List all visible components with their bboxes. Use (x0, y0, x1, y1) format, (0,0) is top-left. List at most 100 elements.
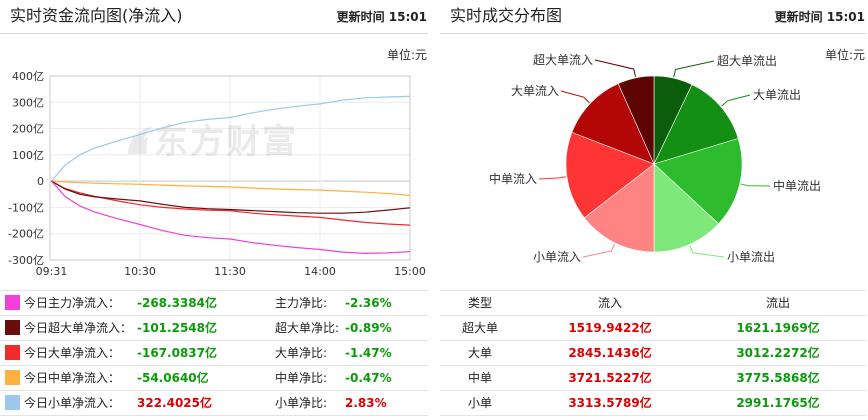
series-line-medium (51, 180, 411, 196)
trade-distribution-title: 实时成交分布图 (450, 6, 563, 25)
row-type: 超大单 (461, 321, 498, 335)
fund-flow-header: 实时资金流向图(净流入) 更新时间 15:01 (0, 0, 428, 34)
y-tick-label: 400亿 (12, 70, 44, 83)
pie-slice-large-outflow[interactable] (653, 84, 739, 165)
fund-flow-unit: 单位:元 (386, 48, 427, 62)
y-tick-label: 100亿 (12, 149, 44, 162)
table-row: 中单 3721.5227亿 3775.5868亿 (440, 366, 866, 391)
pie-slice-medium-outflow[interactable] (653, 138, 743, 225)
legend-swatch (5, 320, 20, 335)
pie-leader-line-super-large-outflow (673, 60, 715, 78)
row-type: 中单 (467, 371, 492, 385)
y-tick-label: -200亿 (8, 228, 44, 241)
pie-label-super-large-inflow: 超大单流入 (533, 52, 593, 67)
pie-slice-small-inflow[interactable] (583, 163, 655, 253)
x-tick-label: 14:00 (304, 265, 336, 278)
legend-label: 今日主力净流入： (24, 296, 121, 310)
net-inflow-value: -268.3384亿 (137, 296, 217, 310)
row-inflow: 3721.5227亿 (568, 371, 652, 385)
series-line-main (51, 180, 411, 254)
ratio-value: -1.47% (345, 346, 392, 360)
pie-slice-super-large-inflow[interactable] (617, 75, 655, 165)
trade-distribution-update-time: 更新时间 15:01 (774, 10, 865, 24)
y-tick-label: -100亿 (8, 201, 44, 214)
fund-flow-line-chart[interactable]: 东方财富 400亿 300亿 200亿 100亿 0 -100亿 -200亿 -300亿09:… (0, 0, 428, 285)
legend-label: 今日大单净流入： (24, 346, 121, 360)
y-tick-label: 0 (37, 175, 44, 188)
pie-slice-large-inflow[interactable] (571, 83, 655, 165)
chart-series (51, 95, 411, 254)
column-header-inflow: 流入 (597, 296, 622, 310)
net-inflow-value: -101.2548亿 (137, 321, 217, 335)
x-tick-label: 09:31 (36, 265, 68, 278)
pie-leader-line-medium-outflow (740, 183, 771, 187)
plot-frame (49, 75, 411, 261)
net-inflow-value: -167.0837亿 (137, 346, 217, 360)
column-header-type: 类型 (467, 296, 492, 310)
fund-flow-panel: 实时资金流向图(净流入) 更新时间 15:01 单位:元 东方财富 400亿 30… (0, 0, 428, 420)
pie-leader-line-super-large-inflow (594, 59, 636, 78)
legend-row-small: 今日小单净流入： 322.4025亿 小单净比: 2.83% (0, 391, 428, 416)
table-header-row: 类型 流入 流出 (440, 291, 866, 316)
y-tick-label: 200亿 (12, 123, 44, 136)
trade-distribution-panel: 实时成交分布图 更新时间 15:01 单位:元 超大单流出 大单流出 中单流出 小单流… (440, 0, 866, 420)
eastmoney-logo-icon (128, 127, 152, 154)
pie-leader-line-small-inflow (582, 243, 616, 258)
watermark-text: 东方财富 (154, 122, 298, 162)
pie-slice-medium-inflow[interactable] (565, 131, 655, 219)
series-line-small (51, 95, 411, 182)
pie-leader-line-large-outflow (721, 94, 751, 107)
column-header-outflow: 流出 (765, 296, 790, 310)
legend-swatch (5, 295, 20, 310)
ratio-value: -2.36% (345, 296, 392, 310)
pie-slices (565, 75, 743, 253)
table-row: 小单 3313.5789亿 2991.1765亿 (440, 391, 866, 416)
table-row: 大单 2845.1436亿 3012.2272亿 (440, 341, 866, 366)
trade-distribution-unit: 单位:元 (824, 48, 865, 62)
legend-row-medium: 今日中单净流入： -54.0640亿 中单净比: -0.47% (0, 366, 428, 391)
row-outflow: 2991.1765亿 (736, 396, 820, 410)
fund-flow-title: 实时资金流向图(净流入) (10, 6, 183, 25)
pie-slice-small-outflow[interactable] (653, 163, 720, 253)
row-inflow: 3313.5789亿 (568, 396, 652, 410)
series-line-super-large (51, 180, 411, 214)
trade-distribution-table: 类型 流入 流出 超大单 1519.9422亿 1621.1969亿 大单 28… (440, 290, 866, 416)
x-tick-label: 15:00 (394, 265, 426, 278)
ratio-label: 大单净比: (275, 346, 328, 360)
pie-label-small-inflow: 小单流入 (533, 250, 581, 264)
pie-leader-line-large-inflow (560, 90, 590, 104)
ratio-label: 小单净比: (275, 396, 328, 410)
pie-label-super-large-outflow: 超大单流出 (717, 53, 777, 68)
pie-leader-line-small-outflow (689, 245, 725, 258)
row-type: 大单 (467, 346, 492, 360)
watermark: 东方财富 (128, 122, 298, 162)
ratio-label: 超大单净比: (275, 321, 340, 335)
row-inflow: 2845.1436亿 (568, 346, 652, 360)
legend-label: 今日超大单净流入： (24, 321, 133, 335)
pie-leader-line-medium-inflow (538, 176, 566, 180)
table-row: 超大单 1519.9422亿 1621.1969亿 (440, 316, 866, 341)
legend-swatch (5, 395, 20, 410)
fund-flow-legend: 今日主力净流入： -268.3384亿 主力净比: -2.36% 今日超大单净流… (0, 290, 428, 416)
chart-grid (49, 75, 411, 261)
legend-swatch (5, 370, 20, 385)
row-type: 小单 (467, 396, 492, 410)
legend-label: 今日中单净流入： (24, 371, 121, 385)
ratio-value: -0.47% (345, 371, 392, 385)
legend-row-super-large: 今日超大单净流入： -101.2548亿 超大单净比: -0.89% (0, 316, 428, 341)
legend-swatch (5, 345, 20, 360)
legend-row-main: 今日主力净流入： -268.3384亿 主力净比: -2.36% (0, 291, 428, 316)
row-outflow: 3775.5868亿 (736, 371, 820, 385)
ratio-value: -0.89% (345, 321, 392, 335)
ratio-label: 中单净比: (275, 371, 328, 385)
legend-label: 今日小单净流入： (24, 396, 121, 410)
x-tick-label: 11:30 (214, 265, 246, 278)
row-outflow: 1621.1969亿 (736, 321, 820, 335)
pie-label-medium-outflow: 中单流出 (773, 178, 821, 193)
pie-label-small-outflow: 小单流出 (727, 250, 775, 264)
legend-row-large: 今日大单净流入： -167.0837亿 大单净比: -1.47% (0, 341, 428, 366)
net-inflow-value: -54.0640亿 (137, 371, 209, 385)
ratio-value: 2.83% (345, 396, 387, 410)
